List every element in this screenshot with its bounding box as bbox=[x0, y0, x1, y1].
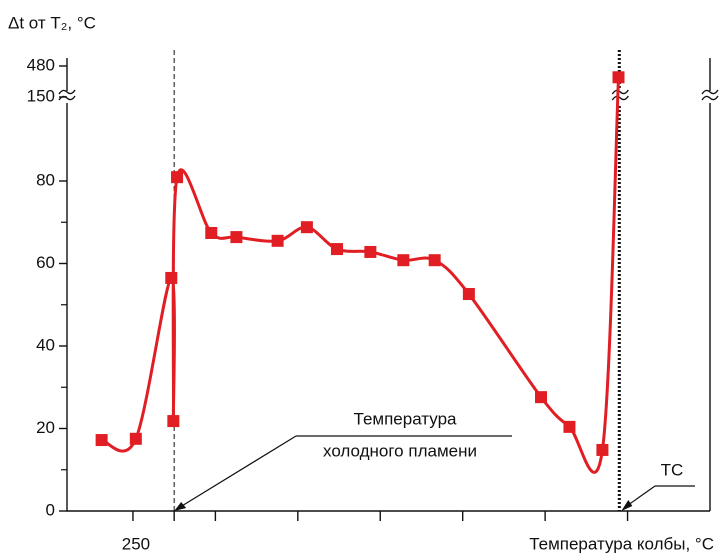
y-axis-title: Δt от T₂, °C bbox=[8, 13, 96, 32]
annotation-arrow bbox=[179, 435, 297, 508]
data-point bbox=[428, 254, 441, 267]
data-point bbox=[563, 420, 576, 433]
axis-break bbox=[701, 89, 719, 101]
y-tick-label: 0 bbox=[46, 500, 55, 519]
y-tick-label: 20 bbox=[36, 418, 55, 437]
y-tick-label: 480 bbox=[27, 55, 55, 74]
axis-break bbox=[58, 89, 76, 101]
data-point bbox=[167, 415, 180, 428]
data-point bbox=[596, 443, 609, 456]
y-tick-label: 150 bbox=[27, 86, 55, 105]
data-point bbox=[95, 434, 108, 447]
annotation: холодного пламени bbox=[323, 441, 477, 460]
data-point bbox=[129, 432, 142, 445]
data-point bbox=[330, 243, 343, 256]
arrow-head bbox=[621, 500, 633, 511]
data-point bbox=[462, 288, 475, 301]
data-point bbox=[165, 271, 178, 284]
data-point bbox=[205, 226, 218, 239]
y-tick-label: 60 bbox=[36, 253, 55, 272]
data-point bbox=[364, 245, 377, 258]
data-point bbox=[612, 71, 625, 84]
data-point bbox=[397, 254, 410, 267]
annotation: ТС bbox=[661, 460, 684, 479]
data-point bbox=[535, 391, 548, 404]
data-point bbox=[300, 221, 313, 234]
data-point bbox=[230, 231, 243, 244]
arrow-head bbox=[174, 502, 187, 511]
y-tick-label: 40 bbox=[36, 335, 55, 354]
x-axis-title: Температура колбы, °C bbox=[529, 534, 714, 553]
x-tick-label: 250 bbox=[122, 534, 150, 553]
data-point bbox=[171, 171, 184, 184]
axis-break bbox=[611, 89, 629, 101]
annotation: Температура bbox=[354, 409, 458, 428]
data-point bbox=[271, 234, 284, 247]
y-tick-label: 80 bbox=[36, 170, 55, 189]
